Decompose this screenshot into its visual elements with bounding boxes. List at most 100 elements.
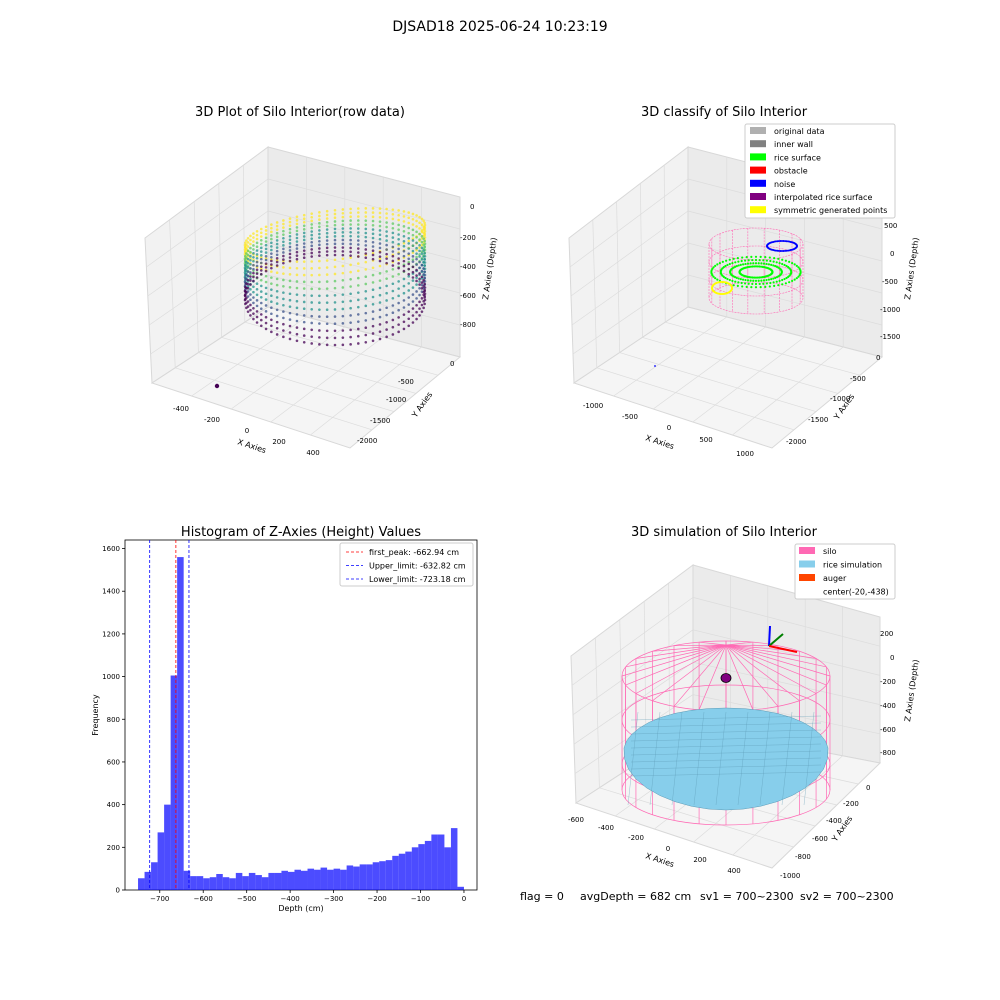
histogram-bar <box>261 877 269 890</box>
classify-yticks: 0 -500 -1000 -1500 -2000 <box>786 354 880 446</box>
svg-text:-600: -600 <box>460 292 476 300</box>
histogram-bar <box>151 862 158 890</box>
histogram-ytick-label: 800 <box>107 716 120 724</box>
footer-sv2: sv2 = 700~2300 <box>800 890 894 903</box>
footer-sv1: sv1 = 700~2300 <box>700 890 794 903</box>
histogram-xtick-label: −400 <box>281 895 300 903</box>
classify-axes-panes <box>568 145 884 449</box>
histogram-bar <box>457 886 464 890</box>
classify-noise-point <box>654 365 656 367</box>
histogram-bar <box>190 876 197 890</box>
svg-text:-600: -600 <box>812 835 828 843</box>
svg-text:0: 0 <box>667 424 671 432</box>
histogram-yticks: 0 200 400 600 800 1000 1200 1400 1600 <box>102 545 125 895</box>
histogram-bar <box>333 868 341 890</box>
svg-text:-2000: -2000 <box>357 437 377 445</box>
raw-outlier-point <box>214 383 220 389</box>
svg-text:-500: -500 <box>882 278 898 286</box>
histogram-bar <box>222 877 230 890</box>
histogram-bar <box>294 869 301 890</box>
svg-text:-1000: -1000 <box>830 395 850 403</box>
histogram-bar <box>268 872 275 890</box>
histogram-bar <box>144 871 152 890</box>
simulation-zticks: 200 0 -200 -400 -600 -800 <box>880 630 896 757</box>
histogram-bar <box>248 872 256 890</box>
classify-zlabel: Z Axies (Depth) <box>903 237 921 300</box>
histogram-xtick-label: −500 <box>237 895 256 903</box>
classify-xticks: -1000 -500 0 500 1000 <box>583 402 754 458</box>
histogram-ylabel: Frequency <box>91 694 100 736</box>
svg-text:200: 200 <box>272 438 285 446</box>
histogram-bar <box>274 872 282 890</box>
histogram-bar <box>203 878 210 890</box>
histogram-xtick-label: 0 <box>462 895 466 903</box>
svg-text:-800: -800 <box>460 321 476 329</box>
simulation-rice-surface <box>623 707 829 811</box>
histogram-bar <box>164 804 171 890</box>
svg-text:-800: -800 <box>880 749 896 757</box>
svg-text:0: 0 <box>470 203 474 211</box>
svg-text:500: 500 <box>699 436 712 444</box>
histogram-xticks: −700 −600 −500 −400 −300 −200 −100 0 <box>150 890 466 903</box>
histogram-xtick-label: −200 <box>367 895 386 903</box>
svg-text:0: 0 <box>890 250 894 258</box>
legend-label: interpolated rice surface <box>774 193 872 202</box>
svg-text:-800: -800 <box>795 853 811 861</box>
histogram-ytick-label: 400 <box>107 801 120 809</box>
histogram-ytick-label: 1600 <box>102 545 120 553</box>
svg-text:-500: -500 <box>850 375 866 383</box>
histogram-bar <box>320 867 328 890</box>
classify-cylinder <box>708 227 804 315</box>
histogram-bar <box>392 855 399 890</box>
histogram-bar <box>379 861 386 890</box>
classify-legend: original data inner wall rice surface obsta… <box>744 123 896 219</box>
legend-label: rice surface <box>774 153 821 162</box>
histogram-legend-label: first_peak: -662.94 cm <box>369 548 459 557</box>
footer-avg-depth: avgDepth = 682 cm <box>580 890 691 903</box>
panel-classify-title: 3D classify of Silo Interior <box>641 105 808 120</box>
histogram-xtick-label: −300 <box>324 895 343 903</box>
histogram-ytick-label: 1200 <box>102 630 120 638</box>
histogram-legend-label: Lower_limit: -723.18 cm <box>369 575 466 584</box>
svg-text:-1500: -1500 <box>808 416 828 424</box>
figure-suptitle: DJSAD18 2025-06-24 10:23:19 <box>392 19 607 35</box>
histogram-bar <box>398 853 406 890</box>
panel-classify-3d[interactable]: 3D classify of Silo Interior -1000 -500 … <box>568 105 921 458</box>
svg-text:200: 200 <box>880 630 893 638</box>
panel-raw-3d[interactable]: 3D Plot of Silo Interior(row data) -400 … <box>144 105 499 457</box>
svg-text:-200: -200 <box>843 800 859 808</box>
panel-histogram[interactable]: Histogram of Z-Axies (Height) Values −70… <box>91 525 478 913</box>
panel-simulation-3d[interactable]: 3D simulation of Silo Interior -600 -400… <box>568 525 921 880</box>
histogram-bar <box>242 876 249 890</box>
raw-zticks: 0 -200 -400 -600 -800 <box>460 203 476 329</box>
svg-text:-400: -400 <box>598 824 614 832</box>
legend-label: inner wall <box>774 140 813 149</box>
svg-text:-500: -500 <box>622 413 638 421</box>
histogram-bars <box>138 557 464 890</box>
raw-xticks: -400 -200 0 200 400 <box>173 405 320 457</box>
histogram-bar <box>385 860 393 890</box>
svg-text:-2000: -2000 <box>786 438 806 446</box>
classify-zticks: 500 0 -500 -1000 -1500 <box>880 222 900 341</box>
histogram-bar <box>437 834 445 890</box>
svg-text:-200: -200 <box>204 416 220 424</box>
histogram-bar <box>235 872 243 890</box>
histogram-ytick-label: 1000 <box>102 673 120 681</box>
legend-label: rice simulation <box>823 561 882 570</box>
histogram-bar <box>372 862 380 890</box>
histogram-xtick-label: −600 <box>194 895 213 903</box>
svg-text:0: 0 <box>876 354 880 362</box>
footer-stats: flag = 0 avgDepth = 682 cm sv1 = 700~230… <box>520 890 894 903</box>
svg-text:200: 200 <box>693 856 706 864</box>
histogram-xlabel: Depth (cm) <box>278 904 323 913</box>
histogram-xtick-label: −700 <box>150 895 169 903</box>
legend-label: obstacle <box>774 167 808 176</box>
classify-xlabel: X Axies <box>644 433 675 451</box>
histogram-bar <box>170 675 178 890</box>
legend-label: noise <box>774 180 795 189</box>
svg-text:-400: -400 <box>460 263 476 271</box>
simulation-yticks: 0 -200 -400 -600 -800 -1000 <box>780 784 870 880</box>
svg-text:-200: -200 <box>880 678 896 686</box>
histogram-bar <box>418 844 425 890</box>
